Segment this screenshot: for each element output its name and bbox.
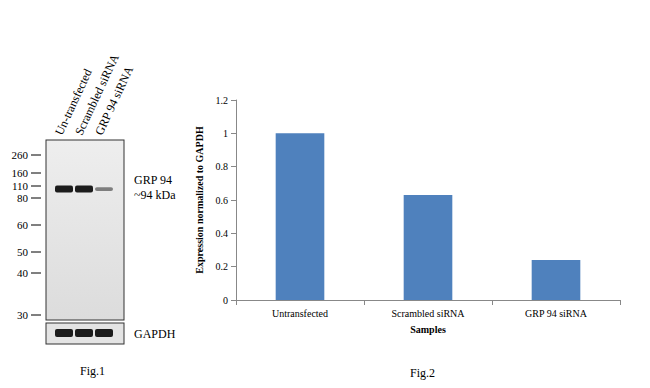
svg-text:Samples: Samples bbox=[410, 324, 446, 335]
svg-text:0.2: 0.2 bbox=[216, 261, 229, 272]
svg-text:Un-transfected: Un-transfected bbox=[52, 67, 95, 138]
svg-text:110: 110 bbox=[12, 180, 29, 192]
svg-text:GRP 94: GRP 94 bbox=[134, 173, 172, 187]
svg-text:GAPDH: GAPDH bbox=[134, 327, 176, 341]
svg-text:GRP 94 siRNA: GRP 94 siRNA bbox=[525, 308, 588, 319]
svg-text:1.2: 1.2 bbox=[216, 95, 229, 106]
svg-text:0: 0 bbox=[223, 295, 228, 306]
svg-text:40: 40 bbox=[17, 267, 29, 279]
svg-text:160: 160 bbox=[12, 167, 29, 179]
svg-text:0.6: 0.6 bbox=[216, 195, 229, 206]
svg-text:0.8: 0.8 bbox=[216, 161, 229, 172]
svg-text:Scrambled siRNA: Scrambled siRNA bbox=[391, 308, 465, 319]
svg-text:260: 260 bbox=[12, 149, 29, 161]
svg-text:30: 30 bbox=[17, 309, 29, 321]
svg-text:Untransfected: Untransfected bbox=[272, 308, 328, 319]
svg-text:0.4: 0.4 bbox=[216, 228, 229, 239]
svg-text:60: 60 bbox=[17, 219, 29, 231]
svg-text:GRP 94 siRNA: GRP 94 siRNA bbox=[92, 64, 136, 138]
svg-text:Fig.1: Fig.1 bbox=[80, 364, 105, 378]
svg-text:~94 kDa: ~94 kDa bbox=[134, 188, 176, 202]
svg-text:Scrambled siRNA: Scrambled siRNA bbox=[72, 52, 122, 138]
svg-text:1: 1 bbox=[223, 128, 228, 139]
svg-text:Fig.2: Fig.2 bbox=[410, 366, 435, 380]
svg-text:Expression normalized to GAPDH: Expression normalized to GAPDH bbox=[194, 126, 205, 274]
svg-text:50: 50 bbox=[17, 246, 29, 258]
svg-text:80: 80 bbox=[17, 192, 29, 204]
